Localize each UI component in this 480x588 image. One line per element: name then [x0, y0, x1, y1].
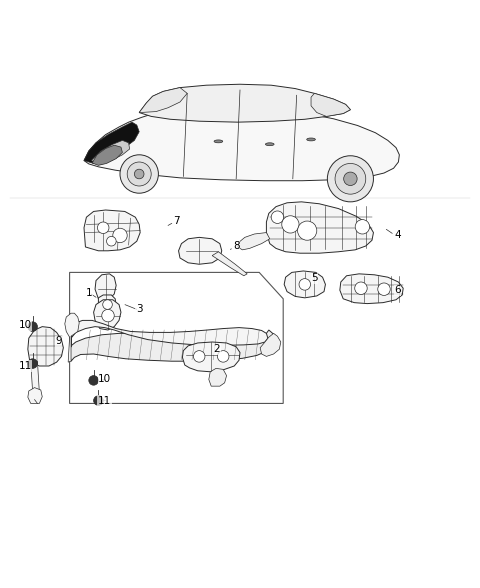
Polygon shape — [182, 342, 240, 372]
Text: 3: 3 — [136, 305, 143, 315]
Circle shape — [217, 350, 229, 362]
Text: 8: 8 — [233, 242, 240, 252]
Circle shape — [378, 283, 390, 295]
Ellipse shape — [307, 138, 315, 141]
Text: 11: 11 — [18, 361, 32, 371]
Polygon shape — [28, 327, 63, 366]
Circle shape — [134, 169, 144, 179]
Polygon shape — [92, 145, 122, 165]
Polygon shape — [91, 141, 130, 165]
Polygon shape — [179, 238, 222, 264]
Circle shape — [103, 300, 112, 309]
Text: 5: 5 — [311, 273, 318, 283]
Polygon shape — [84, 108, 399, 181]
Text: 1: 1 — [85, 288, 92, 298]
Text: 4: 4 — [394, 230, 401, 240]
Circle shape — [28, 322, 37, 332]
Polygon shape — [260, 333, 281, 356]
Polygon shape — [212, 252, 247, 276]
Circle shape — [298, 221, 317, 240]
Polygon shape — [311, 93, 350, 116]
Polygon shape — [95, 274, 116, 300]
Polygon shape — [65, 313, 79, 362]
Polygon shape — [238, 233, 270, 250]
Ellipse shape — [214, 140, 223, 143]
Text: 6: 6 — [394, 285, 401, 295]
Ellipse shape — [265, 143, 274, 146]
Circle shape — [28, 359, 37, 369]
Polygon shape — [28, 387, 42, 403]
Polygon shape — [209, 369, 227, 386]
Circle shape — [94, 396, 103, 405]
Circle shape — [89, 376, 98, 385]
Circle shape — [355, 282, 367, 295]
Circle shape — [193, 350, 205, 362]
Text: 2: 2 — [214, 344, 220, 354]
Polygon shape — [139, 84, 350, 122]
Polygon shape — [84, 122, 139, 163]
Circle shape — [97, 222, 109, 233]
Polygon shape — [98, 295, 116, 314]
Circle shape — [344, 172, 357, 186]
Polygon shape — [84, 210, 140, 251]
Text: 11: 11 — [98, 396, 111, 406]
Circle shape — [271, 211, 284, 223]
Polygon shape — [340, 274, 403, 303]
Circle shape — [127, 162, 151, 186]
Text: 7: 7 — [173, 216, 180, 226]
Polygon shape — [266, 202, 373, 253]
Circle shape — [299, 279, 311, 290]
Polygon shape — [94, 300, 121, 330]
Circle shape — [113, 228, 127, 243]
Circle shape — [327, 156, 373, 202]
Circle shape — [335, 163, 366, 194]
Text: 10: 10 — [18, 320, 32, 330]
Polygon shape — [139, 88, 187, 112]
Text: 10: 10 — [98, 375, 111, 385]
Circle shape — [102, 309, 114, 322]
Polygon shape — [284, 271, 325, 298]
Polygon shape — [71, 320, 268, 347]
Text: 9: 9 — [55, 336, 62, 346]
Polygon shape — [31, 361, 39, 400]
Polygon shape — [70, 330, 276, 361]
Circle shape — [120, 155, 158, 193]
Circle shape — [355, 219, 370, 234]
Circle shape — [107, 236, 116, 246]
Circle shape — [282, 216, 299, 233]
